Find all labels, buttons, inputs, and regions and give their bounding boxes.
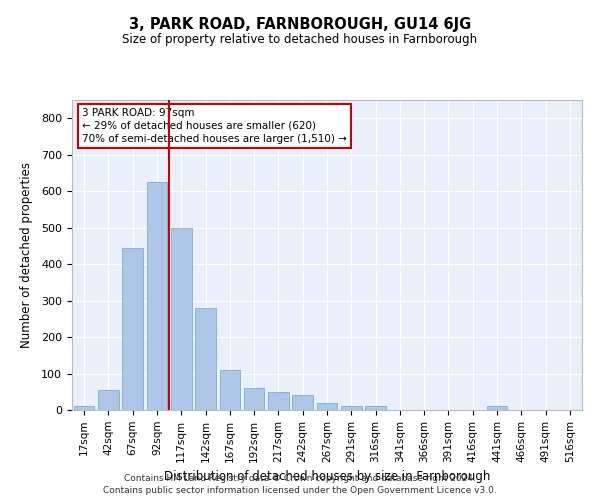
Bar bbox=[146, 182, 167, 410]
Bar bbox=[487, 406, 508, 410]
Bar bbox=[74, 406, 94, 410]
Bar bbox=[122, 248, 143, 410]
Bar bbox=[98, 390, 119, 410]
Bar bbox=[171, 228, 191, 410]
Bar bbox=[365, 406, 386, 410]
Text: Size of property relative to detached houses in Farnborough: Size of property relative to detached ho… bbox=[122, 32, 478, 46]
Bar bbox=[341, 406, 362, 410]
X-axis label: Distribution of detached houses by size in Farnborough: Distribution of detached houses by size … bbox=[164, 470, 490, 483]
Bar bbox=[195, 308, 216, 410]
Bar bbox=[268, 392, 289, 410]
Bar bbox=[244, 388, 265, 410]
Text: 3, PARK ROAD, FARNBOROUGH, GU14 6JG: 3, PARK ROAD, FARNBOROUGH, GU14 6JG bbox=[129, 18, 471, 32]
Bar bbox=[317, 402, 337, 410]
Bar bbox=[220, 370, 240, 410]
Text: Contains HM Land Registry data © Crown copyright and database right 2024.
Contai: Contains HM Land Registry data © Crown c… bbox=[103, 474, 497, 495]
Text: 3 PARK ROAD: 97sqm
← 29% of detached houses are smaller (620)
70% of semi-detach: 3 PARK ROAD: 97sqm ← 29% of detached hou… bbox=[82, 108, 347, 144]
Y-axis label: Number of detached properties: Number of detached properties bbox=[20, 162, 33, 348]
Bar bbox=[292, 396, 313, 410]
